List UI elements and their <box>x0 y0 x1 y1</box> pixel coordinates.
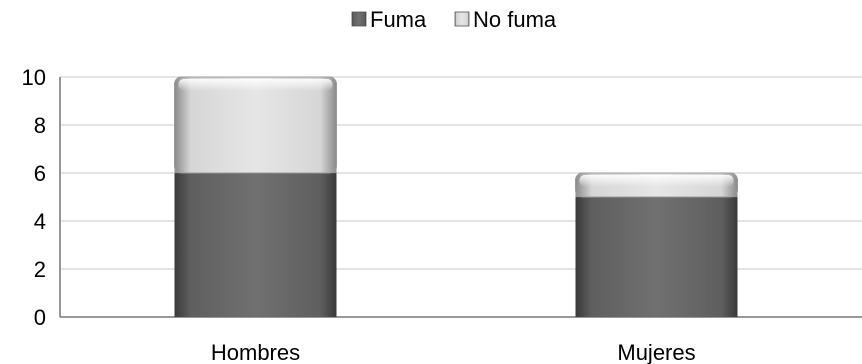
x-category-label: Mujeres <box>617 340 695 364</box>
legend-swatch <box>351 11 367 27</box>
legend-item-fuma: Fuma <box>351 7 427 32</box>
bars <box>174 76 738 317</box>
bar-segment-fuma <box>174 172 337 317</box>
x-category-label: Hombres <box>211 340 300 364</box>
legend-label: No fuma <box>473 7 557 32</box>
bar-segment-no-fuma <box>575 172 738 198</box>
y-tick-label: 8 <box>34 113 46 138</box>
y-axis-ticks: 0 2 4 6 8 10 <box>22 65 46 330</box>
y-tick-label: 10 <box>22 65 46 90</box>
y-tick-label: 6 <box>34 161 46 186</box>
legend: Fuma No fuma <box>351 7 557 32</box>
bar-segment-no-fuma <box>174 76 337 174</box>
y-tick-label: 0 <box>34 305 46 330</box>
y-tick-label: 4 <box>34 209 46 234</box>
bar-segment-fuma <box>575 196 738 317</box>
legend-label: Fuma <box>370 7 427 32</box>
y-tick-label: 2 <box>34 257 46 282</box>
x-axis-labels: Hombres Mujeres <box>211 340 696 364</box>
legend-item-no-fuma: No fuma <box>454 7 557 32</box>
legend-swatch <box>454 11 470 27</box>
